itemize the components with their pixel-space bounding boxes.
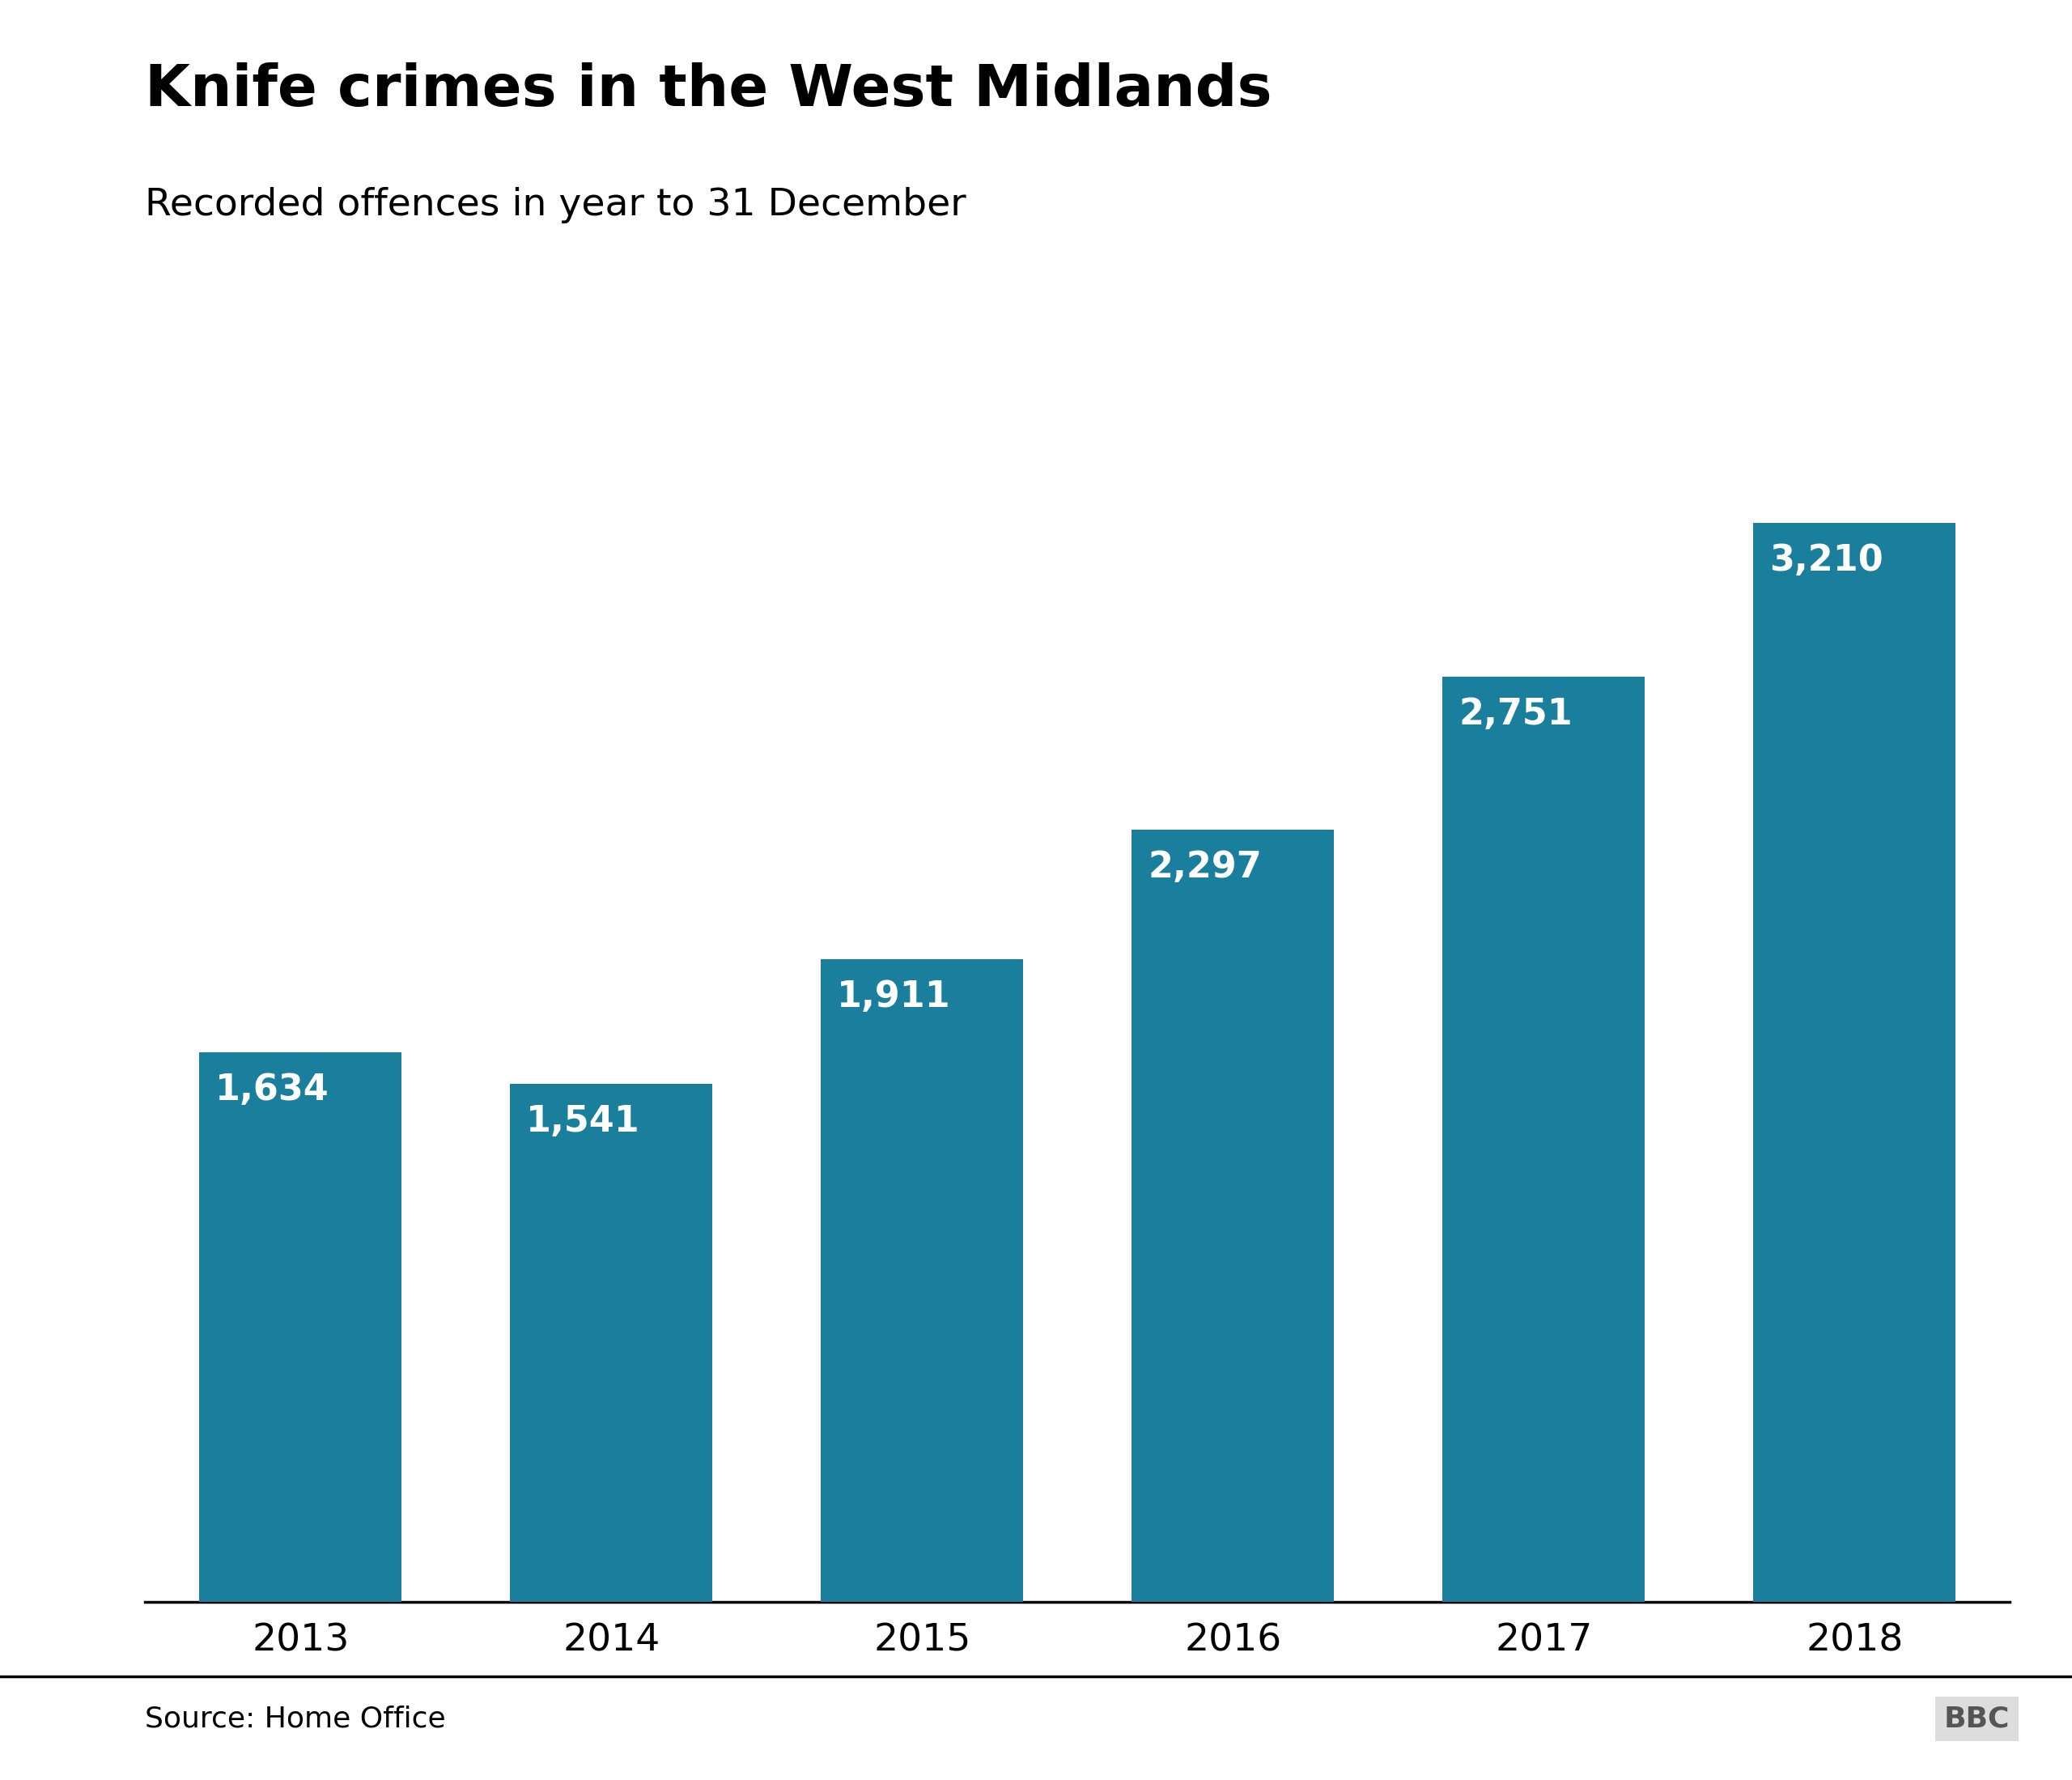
Text: 1,911: 1,911 xyxy=(837,979,951,1015)
Text: 3,210: 3,210 xyxy=(1769,543,1883,578)
Bar xyxy=(199,1052,402,1602)
Text: BBC: BBC xyxy=(1944,1705,2010,1732)
Text: Source: Home Office: Source: Home Office xyxy=(145,1705,445,1732)
Text: 2,297: 2,297 xyxy=(1148,849,1262,885)
Bar xyxy=(1442,676,1645,1602)
Bar xyxy=(510,1084,713,1602)
Bar xyxy=(1753,523,1956,1602)
Text: Recorded offences in year to 31 December: Recorded offences in year to 31 December xyxy=(145,187,966,222)
Text: 1,634: 1,634 xyxy=(215,1073,329,1107)
Bar xyxy=(821,959,1024,1602)
Text: 1,541: 1,541 xyxy=(526,1104,640,1139)
Text: 2,751: 2,751 xyxy=(1459,698,1573,732)
Bar xyxy=(1131,829,1334,1602)
Text: Knife crimes in the West Midlands: Knife crimes in the West Midlands xyxy=(145,62,1272,117)
